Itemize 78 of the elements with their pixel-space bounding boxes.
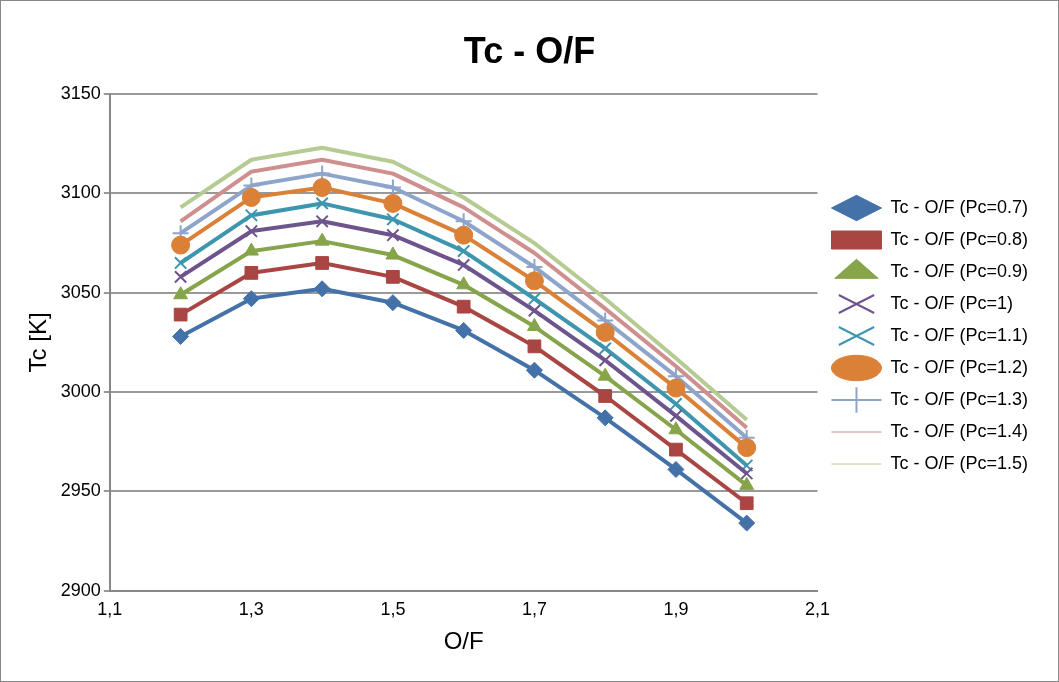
point <box>244 224 259 238</box>
legend-label: Tc - O/F (Pc=1.4) <box>890 420 1029 441</box>
y-axis-title: Tc [K] <box>24 312 52 373</box>
point <box>242 290 260 308</box>
point <box>739 496 754 511</box>
point <box>173 286 189 300</box>
point <box>383 178 402 197</box>
x-tick-label: 2,1 <box>804 599 830 620</box>
point <box>173 307 188 322</box>
point <box>738 514 756 532</box>
point <box>598 353 612 367</box>
point <box>456 299 471 314</box>
point <box>668 421 684 435</box>
x-tick-label: 1,1 <box>97 599 123 620</box>
legend-label: Tc - O/F (Pc=1.1) <box>890 324 1029 345</box>
y-tick-label: 3150 <box>60 83 101 104</box>
point <box>666 378 686 398</box>
legend-label: Tc - O/F (Pc=1) <box>890 292 1013 313</box>
legend-label: Tc - O/F (Pc=1.2) <box>890 356 1029 377</box>
point <box>386 212 400 226</box>
point <box>596 409 614 427</box>
legend-label: Tc - O/F (Pc=0.8) <box>890 228 1029 249</box>
point <box>457 244 471 258</box>
point <box>454 225 474 245</box>
point <box>524 271 544 291</box>
x-tick-label: 1,5 <box>380 599 406 620</box>
point <box>314 232 330 246</box>
point <box>171 235 191 255</box>
legend-label: Tc - O/F (Pc=1.5) <box>890 452 1029 473</box>
point <box>313 280 331 298</box>
point <box>384 294 402 312</box>
point <box>383 193 403 213</box>
legend-label: Tc - O/F (Pc=0.7) <box>890 196 1029 217</box>
x-tick-label: 1,9 <box>663 599 689 620</box>
point <box>315 214 329 228</box>
point <box>315 196 329 211</box>
point <box>244 208 259 222</box>
point <box>456 276 472 290</box>
y-tick-label: 2900 <box>60 579 101 600</box>
point <box>244 266 259 280</box>
point <box>667 460 685 478</box>
chart-title: Tc - O/F <box>463 29 596 71</box>
point <box>312 178 332 198</box>
point <box>737 438 757 458</box>
point <box>527 318 542 332</box>
point <box>386 228 400 242</box>
point <box>315 256 329 270</box>
point <box>669 397 683 411</box>
point <box>595 322 615 342</box>
point <box>241 187 261 207</box>
point <box>669 409 683 423</box>
point <box>740 466 754 481</box>
legend-label: Tc - O/F (Pc=0.9) <box>890 260 1029 281</box>
point <box>598 389 613 403</box>
point <box>669 442 683 457</box>
point <box>527 292 542 306</box>
x-axis-title: O/F <box>443 627 484 655</box>
point <box>527 303 542 318</box>
point <box>385 246 401 260</box>
point <box>457 258 471 272</box>
x-tick-label: 1,3 <box>238 599 264 620</box>
x-tick-label: 1,7 <box>521 599 547 620</box>
point <box>525 361 543 379</box>
point <box>386 270 400 284</box>
point <box>173 256 188 270</box>
point <box>172 327 190 345</box>
point <box>455 321 473 339</box>
point <box>740 458 754 473</box>
legend-label: Tc - O/F (Pc=1.3) <box>890 388 1029 409</box>
point <box>598 341 612 356</box>
y-tick-label: 3100 <box>60 182 101 203</box>
y-tick-label: 2950 <box>60 480 101 501</box>
point <box>597 367 613 381</box>
point <box>527 339 542 354</box>
y-tick-label: 3050 <box>60 281 101 302</box>
point <box>243 242 259 256</box>
point <box>173 270 188 284</box>
y-tick-label: 3000 <box>60 381 101 402</box>
